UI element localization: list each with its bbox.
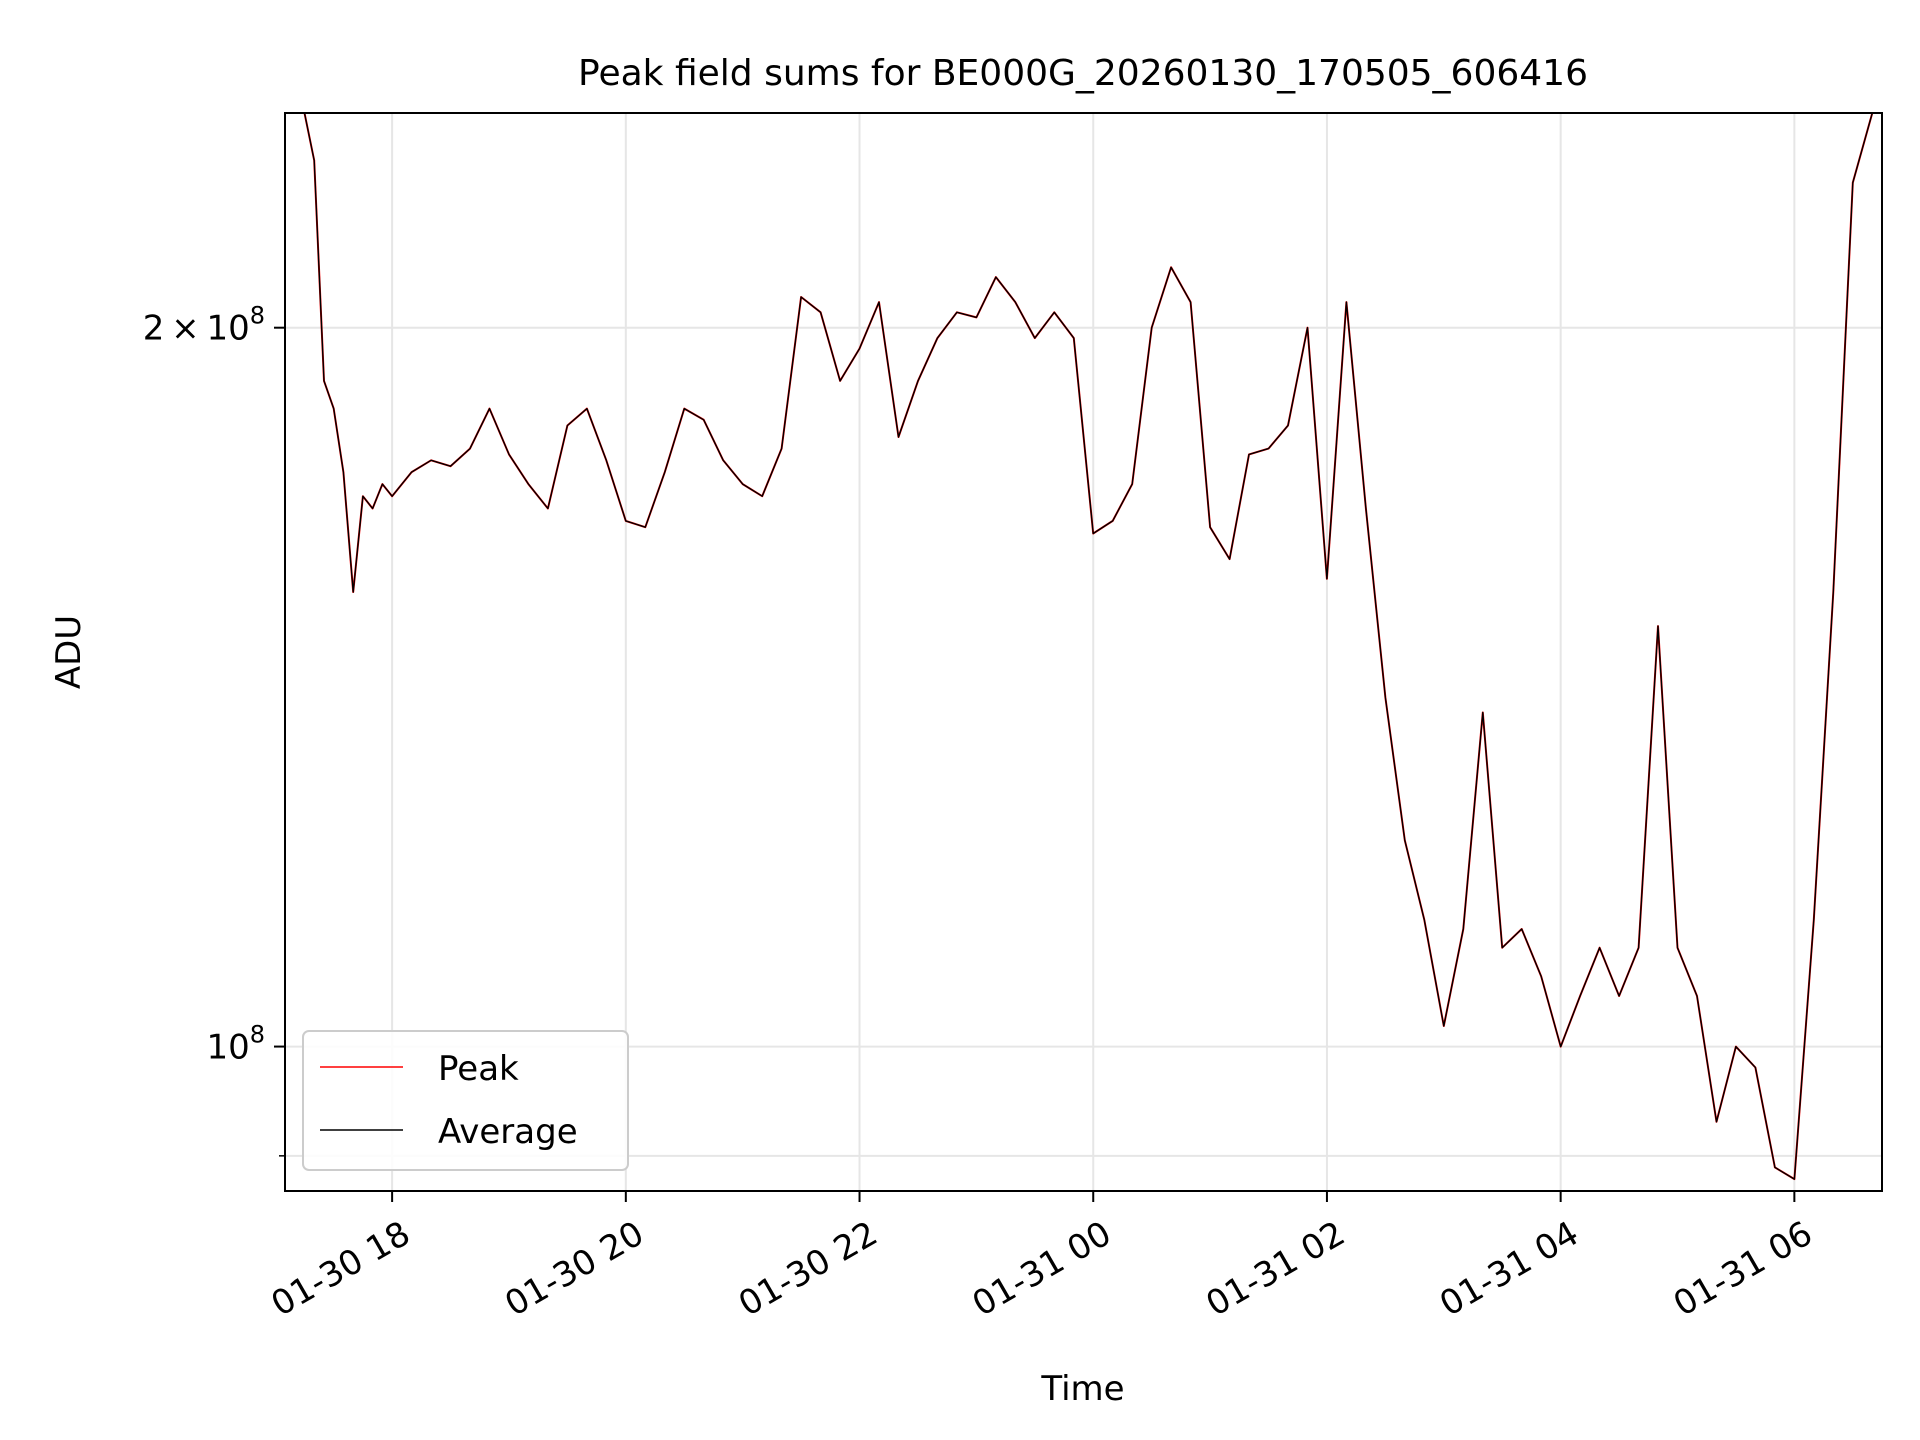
plot-frame (284, 112, 1883, 1192)
y-axis: 108 2 × 108 (143, 302, 285, 1157)
plot-series (285, 113, 1874, 1181)
x-axis-label: Time (1040, 1369, 1124, 1409)
y-axis-label: ADU (49, 615, 89, 689)
y-tick-label: 108 (206, 1021, 265, 1068)
series-line-average (285, 113, 1873, 1180)
legend: Peak Average (302, 1030, 629, 1171)
grid-lines (285, 113, 1882, 1191)
y-tick-label: 2 × 108 (143, 302, 265, 349)
legend-label-peak: Peak (438, 1049, 519, 1089)
legend-label-average: Average (438, 1112, 578, 1152)
legend-box (302, 1030, 629, 1171)
chart-title: Peak field sums for BE000G_20260130_1705… (578, 53, 1588, 94)
